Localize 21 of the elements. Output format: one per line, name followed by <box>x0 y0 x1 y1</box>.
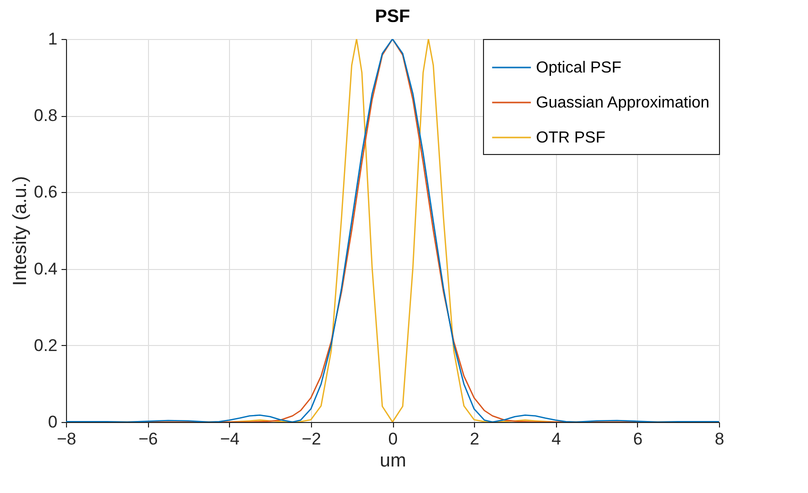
x-tick-label: −6 <box>138 430 158 448</box>
y-tick-label: 0.4 <box>34 259 58 278</box>
x-tick-label: −2 <box>302 430 322 448</box>
y-tick-label: 0.2 <box>34 336 58 355</box>
y-axis-title: Intesity (a.u.) <box>10 176 31 286</box>
chart-title: PSF <box>374 6 410 26</box>
legend-label: Optical PSF <box>536 60 622 76</box>
y-tick-label: 0 <box>48 412 58 432</box>
legend-label: Guassian Approximation <box>536 94 710 112</box>
legend-label: OTR PSF <box>536 130 606 146</box>
x-tick-label: 8 <box>714 430 724 448</box>
x-tick-label: 6 <box>633 430 643 448</box>
x-tick-label: −8 <box>56 430 76 448</box>
y-tick-label: 0.6 <box>34 182 58 202</box>
y-tick-label: 1 <box>48 30 58 48</box>
y-tick-label: 0.8 <box>34 106 58 126</box>
x-tick-label: −4 <box>220 430 240 448</box>
x-axis-title: um <box>380 450 406 472</box>
x-tick-label: 4 <box>552 430 561 448</box>
x-tick-label: 2 <box>470 430 480 448</box>
x-tick-label: 0 <box>388 430 398 448</box>
